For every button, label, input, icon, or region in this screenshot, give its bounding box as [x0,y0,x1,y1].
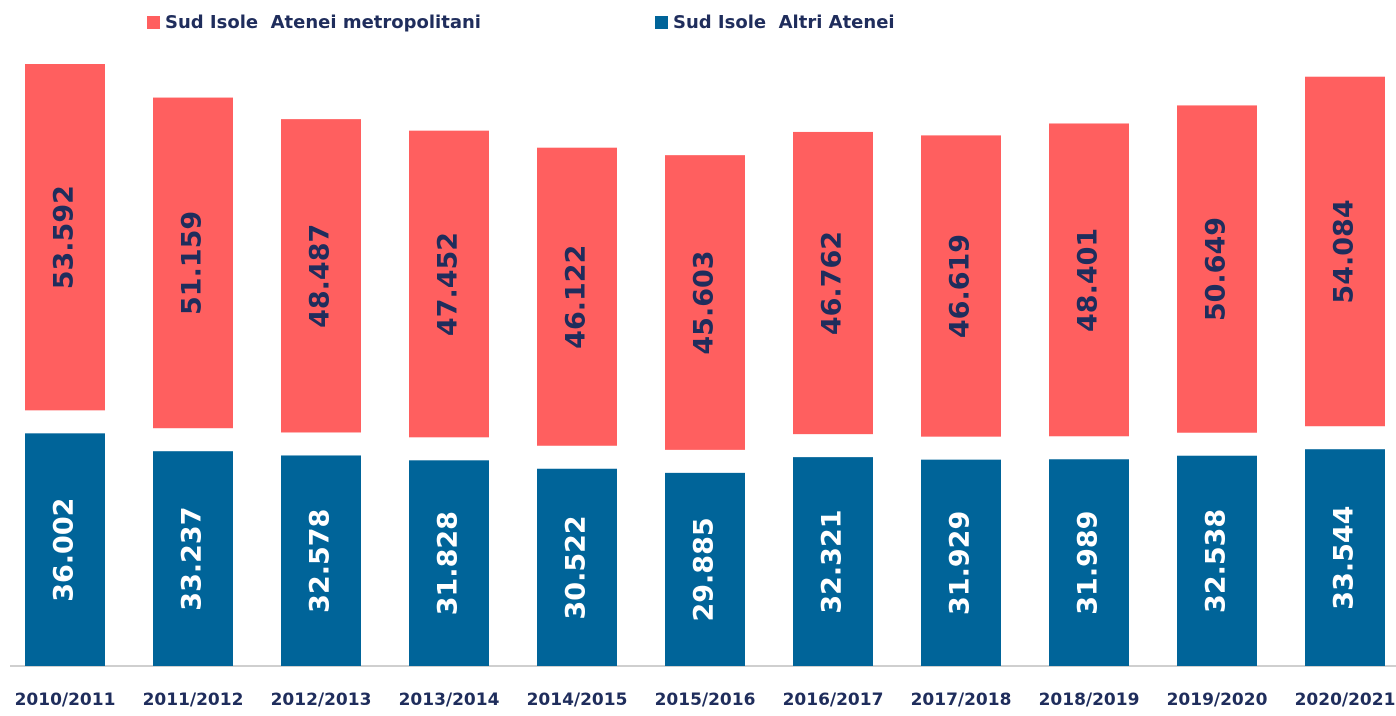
data-label: 29.885 [689,517,720,621]
x-tick-label: 2013/2014 [399,690,500,710]
data-label: 33.237 [177,507,208,611]
bar [281,119,361,433]
x-tick-label: 2012/2013 [271,690,372,710]
legend-label: Sud Isole Atenei metropolitani [165,12,481,33]
bar [537,468,617,666]
data-label: 45.603 [689,250,720,354]
bar [1049,123,1129,437]
bar [153,97,233,429]
x-tick-label: 2015/2016 [655,690,756,710]
bar [793,457,873,666]
data-label: 48.401 [1073,228,1104,332]
bar [537,147,617,446]
legend-swatch [655,16,668,29]
bar [281,455,361,666]
bar [921,135,1001,437]
x-tick-label: 2014/2015 [527,690,628,710]
bar [409,130,489,438]
data-label: 31.828 [433,511,464,615]
x-tick-label: 2010/2011 [15,690,116,710]
bar [1177,455,1257,666]
x-tick-label: 2017/2018 [911,690,1012,710]
data-label: 32.578 [305,509,336,613]
data-label: 46.619 [945,234,976,338]
x-tick-label: 2016/2017 [783,690,884,710]
bar [1305,449,1385,666]
bar [1305,76,1385,427]
bar [921,459,1001,666]
bar [25,64,105,411]
data-label: 36.002 [49,498,80,602]
data-label: 48.487 [305,224,336,328]
x-tick-label: 2019/2020 [1167,690,1268,710]
data-label: 51.159 [177,211,208,315]
bar [665,472,745,666]
bar [409,460,489,666]
data-label: 31.929 [945,511,976,615]
data-label: 47.452 [433,232,464,336]
bar [793,131,873,435]
data-label: 33.544 [1329,506,1360,610]
x-tick-label: 2018/2019 [1039,690,1140,710]
x-tick-label: 2020/2021 [1295,690,1396,710]
bar [665,155,745,450]
data-label: 53.592 [49,185,80,289]
data-label: 31.989 [1073,511,1104,615]
bar [1177,105,1257,433]
bar [25,433,105,666]
legend-swatch [147,16,160,29]
data-label: 46.122 [561,245,592,349]
bar [153,451,233,666]
legend-label: Sud Isole Altri Atenei [673,12,895,33]
bar [1049,459,1129,666]
x-tick-label: 2011/2012 [143,690,244,710]
data-label: 32.321 [817,509,848,613]
data-label: 30.522 [561,515,592,619]
data-label: 46.762 [817,231,848,335]
data-label: 32.538 [1201,509,1232,613]
data-label: 50.649 [1201,217,1232,321]
data-label: 54.084 [1329,199,1360,303]
